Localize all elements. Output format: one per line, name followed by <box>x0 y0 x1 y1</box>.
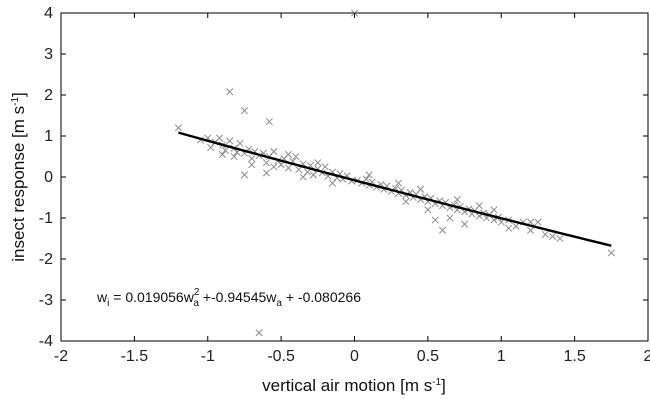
y-axis-label-sup: -1 <box>10 97 21 106</box>
x-tick-label: 1.5 <box>564 348 586 365</box>
data-point <box>240 107 248 115</box>
x-tick-label: -2 <box>54 348 68 365</box>
y-tick-label: 1 <box>44 128 53 145</box>
data-point <box>270 148 278 156</box>
data-point <box>236 139 244 147</box>
x-tick-label: 0.5 <box>417 348 439 365</box>
eq-term1-sup: 2 <box>194 287 200 298</box>
data-point <box>556 234 564 243</box>
y-tick-label: -1 <box>39 210 53 227</box>
data-point <box>314 159 322 167</box>
data-point <box>270 163 278 171</box>
data-point <box>362 175 370 183</box>
data-point <box>292 152 300 161</box>
y-tick-label: -3 <box>39 292 53 309</box>
y-tick-label: 4 <box>44 5 53 22</box>
eq-lhs: w <box>96 289 108 305</box>
x-tick-label: 0 <box>350 348 359 365</box>
data-point <box>438 226 447 234</box>
data-point <box>248 154 256 163</box>
data-point <box>221 146 229 154</box>
data-point <box>431 216 439 224</box>
data-point <box>365 171 373 179</box>
x-tick-label: -1 <box>201 348 215 365</box>
data-point <box>416 185 425 193</box>
data-point <box>226 88 234 96</box>
x-axis-label-text: vertical air motion [m s <box>262 376 432 395</box>
eq-term2-sub: a <box>276 298 282 309</box>
data-point <box>284 150 293 159</box>
data-point <box>607 249 615 257</box>
x-axis-label: vertical air motion [m s-1] <box>262 376 446 395</box>
data-point <box>255 329 263 337</box>
data-point <box>490 206 498 214</box>
data-point <box>453 195 461 204</box>
y-axis-label-text: insect response [m s <box>9 106 28 262</box>
y-tick-label: 3 <box>44 46 53 63</box>
data-point <box>541 230 549 238</box>
data-point <box>215 134 224 142</box>
eq-lhs-sub: i <box>107 298 109 309</box>
data-point <box>328 179 337 187</box>
fit-equation: wi = 0.019056w2 a +-0.94545wa + -0.080266 <box>96 287 361 309</box>
data-point <box>207 143 215 152</box>
data-point <box>230 152 238 161</box>
eq-term1-sub: a <box>193 298 199 309</box>
data-point <box>461 220 469 228</box>
x-tick-label: 2 <box>644 348 650 365</box>
data-point <box>265 118 273 126</box>
data-point <box>475 202 483 210</box>
x-axis-label-sup: -1 <box>432 377 441 388</box>
data-point <box>402 198 410 206</box>
y-tick-label: 2 <box>44 87 53 104</box>
eq-term2: +-0.94545w <box>199 289 277 305</box>
x-axis-label-end: ] <box>441 376 446 395</box>
eq-term1: = 0.019056w <box>109 289 194 305</box>
x-tick-label: 1 <box>497 348 506 365</box>
data-point <box>299 173 307 181</box>
x-tick-label: -1.5 <box>121 348 149 365</box>
data-point <box>527 226 535 234</box>
data-point <box>277 161 285 169</box>
data-point <box>262 169 271 177</box>
data-point <box>240 171 248 179</box>
data-point <box>394 179 403 187</box>
axis-ticks: -2 -1.5 -1 -0.5 0 0.5 1 1.5 2 -4 -3 -2 -1 0 1 2 3 4 <box>39 5 650 365</box>
data-point <box>512 222 520 230</box>
data-point <box>248 161 256 169</box>
y-axis-label-end: ] <box>9 92 28 97</box>
y-tick-label: -4 <box>39 333 53 350</box>
data-point <box>295 166 303 174</box>
data-point <box>218 150 226 159</box>
data-point <box>284 164 293 172</box>
y-axis-label: insect response [m s-1] <box>9 92 28 262</box>
data-point <box>446 214 454 222</box>
data-point <box>505 224 513 232</box>
x-tick-label: -0.5 <box>267 348 295 365</box>
data-point <box>226 137 234 145</box>
data-point <box>534 218 542 226</box>
data-point <box>549 232 557 241</box>
y-tick-label: -2 <box>39 251 53 268</box>
data-point <box>424 206 432 214</box>
fit-curve <box>178 131 612 247</box>
data-point <box>262 159 271 167</box>
data-point <box>321 163 329 171</box>
y-tick-label: 0 <box>44 169 53 186</box>
data-point <box>309 171 317 179</box>
data-point <box>174 124 182 132</box>
eq-const: + -0.080266 <box>282 289 361 305</box>
